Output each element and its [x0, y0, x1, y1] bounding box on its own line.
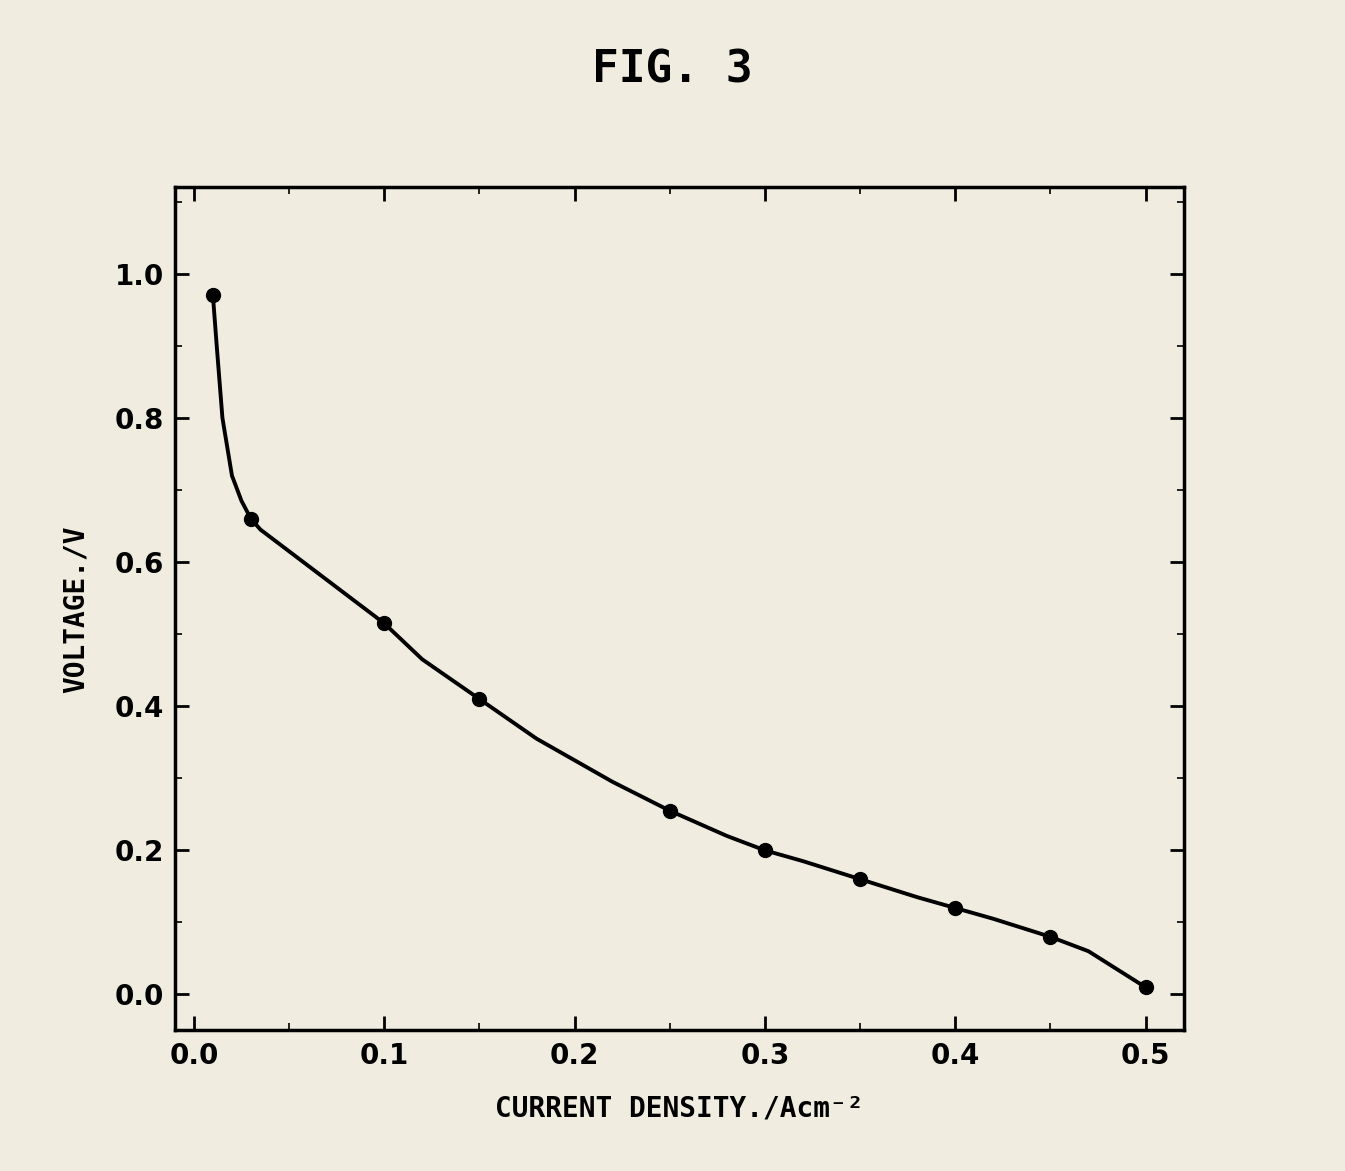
- X-axis label: CURRENT DENSITY./Acm⁻²: CURRENT DENSITY./Acm⁻²: [495, 1095, 863, 1123]
- Text: FIG. 3: FIG. 3: [592, 49, 753, 91]
- Y-axis label: VOLTAGE./V: VOLTAGE./V: [62, 525, 89, 693]
